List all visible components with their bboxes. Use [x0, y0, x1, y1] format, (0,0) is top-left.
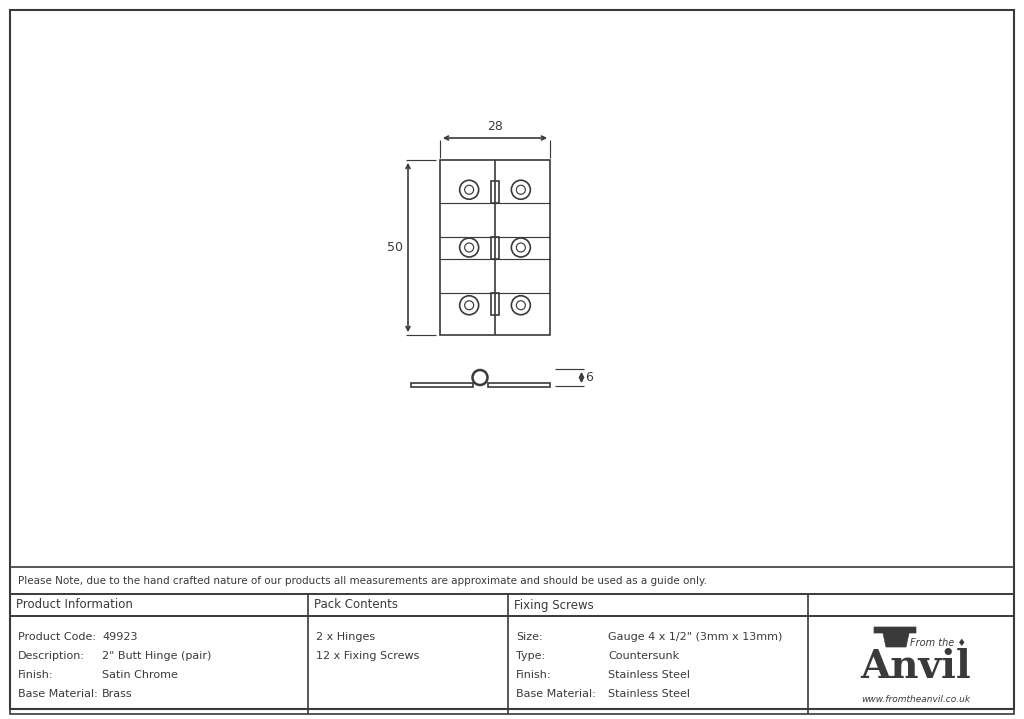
Text: Fixing Screws: Fixing Screws	[514, 598, 594, 611]
Text: Gauge 4 x 1/2" (3mm x 13mm): Gauge 4 x 1/2" (3mm x 13mm)	[608, 632, 782, 642]
Text: Countersunk: Countersunk	[608, 651, 679, 661]
Text: Product Information: Product Information	[16, 598, 133, 611]
Bar	[487, 383, 550, 387]
Bar	[10, 567, 1014, 594]
Bar	[490, 237, 499, 259]
Text: Size:: Size:	[516, 632, 543, 642]
Text: Product Code:: Product Code:	[18, 632, 96, 642]
Text: 12 x Fixing Screws: 12 x Fixing Screws	[316, 651, 420, 661]
Text: 49923: 49923	[102, 632, 137, 642]
Text: Base Material:: Base Material:	[18, 689, 97, 699]
Text: Satin Chrome: Satin Chrome	[102, 670, 178, 680]
Text: Please Note, due to the hand crafted nature of our products all measurements are: Please Note, due to the hand crafted nat…	[18, 575, 707, 585]
Text: 6: 6	[586, 371, 593, 384]
Text: Description:: Description:	[18, 651, 85, 661]
Bar	[411, 383, 472, 387]
Bar	[440, 160, 550, 335]
Text: Pack Contents: Pack Contents	[314, 598, 398, 611]
Text: Base Material:: Base Material:	[516, 689, 596, 699]
Text: Finish:: Finish:	[18, 670, 53, 680]
Text: Type:: Type:	[516, 651, 545, 661]
Polygon shape	[874, 627, 916, 647]
Text: 50: 50	[387, 241, 403, 254]
Text: From the ♦: From the ♦	[910, 638, 966, 648]
Text: Anvil: Anvil	[860, 648, 972, 686]
Text: 28: 28	[487, 120, 503, 133]
Text: Brass: Brass	[102, 689, 133, 699]
Bar	[10, 616, 1014, 714]
Text: www.fromtheanvil.co.uk: www.fromtheanvil.co.uk	[861, 695, 971, 704]
Bar	[490, 180, 499, 203]
Text: Stainless Steel: Stainless Steel	[608, 670, 690, 680]
Text: 2" Butt Hinge (pair): 2" Butt Hinge (pair)	[102, 651, 211, 661]
Bar	[490, 293, 499, 314]
Text: Finish:: Finish:	[516, 670, 552, 680]
Bar	[10, 594, 1014, 616]
Text: Stainless Steel: Stainless Steel	[608, 689, 690, 699]
Text: 2 x Hinges: 2 x Hinges	[316, 632, 375, 642]
